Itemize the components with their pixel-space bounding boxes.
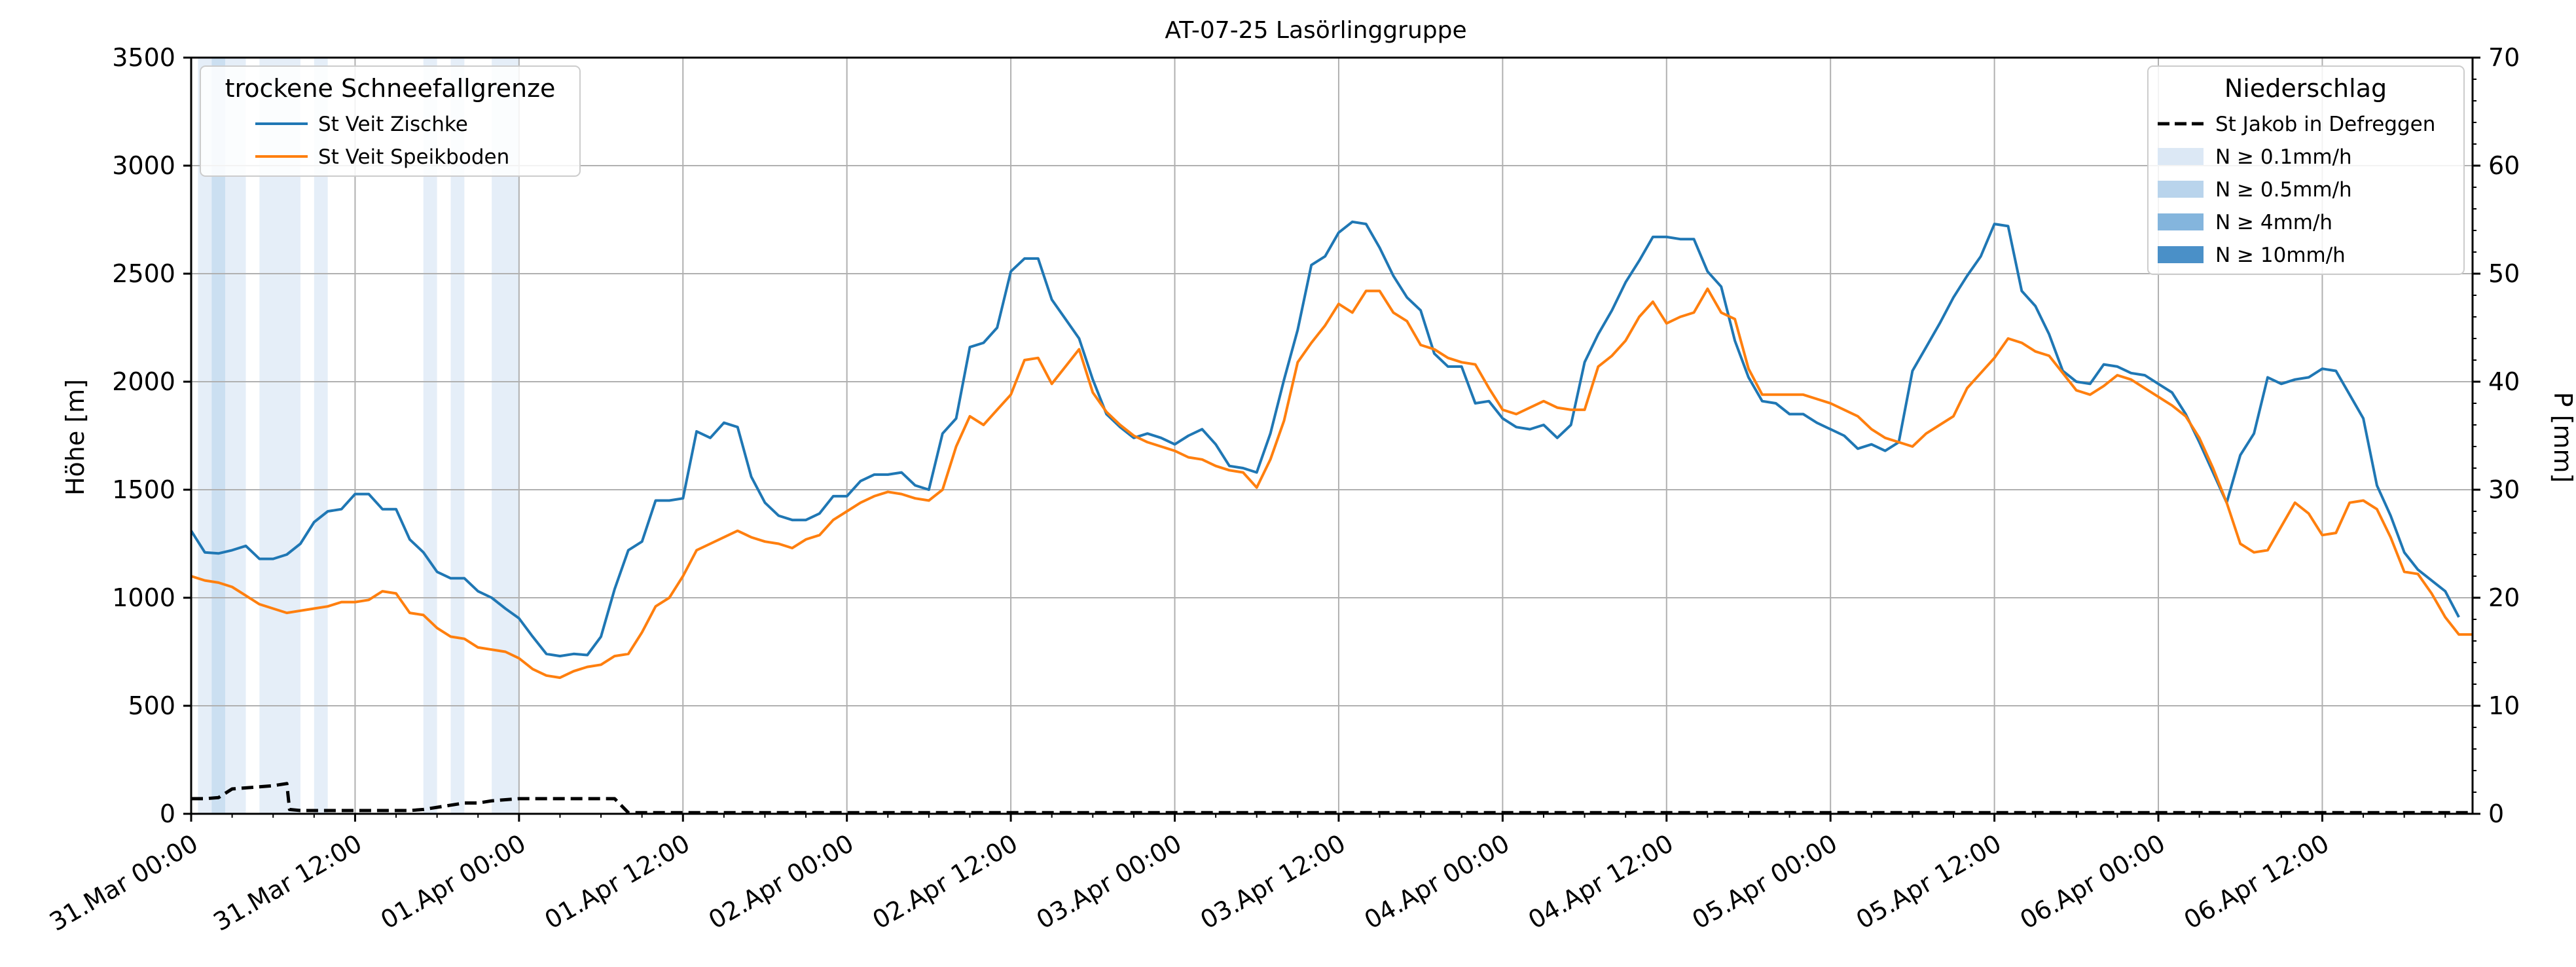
y2-axis-label: P [mm] <box>2549 392 2576 483</box>
x-tick-label-5: 02.Apr 12:00 <box>867 829 1023 935</box>
legend-n4-label: N ≥ 4mm/h <box>2215 211 2332 234</box>
precip-band-1 <box>211 58 226 814</box>
y2-tick-label-4: 40 <box>2488 367 2520 396</box>
y-tick-label-5: 2500 <box>112 259 175 288</box>
y2-tick-label-0: 0 <box>2488 799 2504 828</box>
x-tick-label-8: 04.Apr 00:00 <box>1360 829 1515 935</box>
legend-n10-label: N ≥ 10mm/h <box>2215 244 2346 267</box>
x-tick-label-9: 04.Apr 12:00 <box>1523 829 1678 935</box>
y2-tick-label-6: 60 <box>2488 151 2520 180</box>
x-tick-label-13: 06.Apr 12:00 <box>2179 829 2334 935</box>
x-tick-labels: 31.Mar 00:00 31.Mar 12:00 01.Apr 00:00 01.A… <box>45 829 2334 937</box>
legend-n01-label: N ≥ 0.1mm/h <box>2215 145 2352 169</box>
legend-snowfall-title: trockene Schneefallgrenze <box>225 74 556 103</box>
series-lines <box>190 220 2473 814</box>
legend-n05-label: N ≥ 0.5mm/h <box>2215 178 2352 202</box>
precip-band-6 <box>450 58 465 814</box>
axis-ticks <box>183 56 2480 822</box>
y-tick-label-6: 3000 <box>112 151 175 180</box>
legend-zischke-label: St Veit Zischke <box>318 113 468 136</box>
x-tick-label-2: 01.Apr 00:00 <box>376 829 531 935</box>
y-tick-label-4: 2000 <box>112 367 175 396</box>
x-tick-label-6: 03.Apr 00:00 <box>1032 829 1187 935</box>
plot-frame <box>190 56 2474 815</box>
legend-n10-swatch <box>2158 246 2204 263</box>
series-line-2 <box>191 782 2473 814</box>
y-tick-label-0: 0 <box>160 799 175 828</box>
x-tick-label-1: 31.Mar 12:00 <box>208 829 367 937</box>
y-tick-label-7: 3500 <box>112 43 175 72</box>
legend-speikboden-label: St Veit Speikboden <box>318 145 509 169</box>
legend-precipitation-frame <box>2147 65 2465 275</box>
x-tick-label-10: 05.Apr 00:00 <box>1687 829 1842 935</box>
x-tick-label-3: 01.Apr 12:00 <box>539 829 695 935</box>
y-tick-label-2: 1000 <box>112 583 175 612</box>
y2-tick-label-1: 10 <box>2488 691 2520 720</box>
x-tick-label-0: 31.Mar 00:00 <box>45 829 203 937</box>
chart-title: AT-07-25 Lasörlinggruppe <box>1165 17 1466 44</box>
y-tick-label-3: 1500 <box>112 475 175 504</box>
series-line-1 <box>190 287 2473 680</box>
precip-band-0 <box>198 58 212 814</box>
precip-band-3 <box>259 58 300 814</box>
y2-tick-label-7: 70 <box>2488 43 2520 72</box>
x-tick-label-12: 06.Apr 00:00 <box>2015 829 2170 935</box>
precip-band-4 <box>314 58 328 814</box>
legend-n05-swatch <box>2158 181 2204 198</box>
series-line-0 <box>190 220 2460 658</box>
y-axis-label: Höhe [m] <box>61 379 90 496</box>
legend-snowfall-frame <box>200 65 581 177</box>
y2-tick-label-3: 30 <box>2488 475 2520 504</box>
legend-precipitation: Niederschlag St Jakob in Defreggen N ≥ 0… <box>2147 65 2465 275</box>
x-tick-label-4: 02.Apr 00:00 <box>704 829 859 935</box>
legend-jakob-label: St Jakob in Defreggen <box>2215 113 2435 136</box>
precip-band-7 <box>492 58 519 814</box>
x-tick-label-11: 05.Apr 12:00 <box>1851 829 2006 935</box>
y2-tick-labels: 0 10 20 30 40 50 60 70 <box>2488 43 2520 828</box>
x-tick-label-7: 03.Apr 12:00 <box>1195 829 1351 935</box>
precip-band-2 <box>225 58 246 814</box>
legend-n4-swatch <box>2158 213 2204 230</box>
legend-snowfall: trockene Schneefallgrenze St Veit Zischk… <box>200 65 581 177</box>
y-tick-labels: 0 500 1000 1500 2000 2500 3000 3500 <box>112 43 175 828</box>
y-tick-label-1: 500 <box>128 691 175 720</box>
legend-precipitation-title: Niederschlag <box>2224 74 2387 103</box>
y2-tick-label-5: 50 <box>2488 259 2520 288</box>
y2-tick-label-2: 20 <box>2488 583 2520 612</box>
legend-n01-swatch <box>2158 148 2204 165</box>
